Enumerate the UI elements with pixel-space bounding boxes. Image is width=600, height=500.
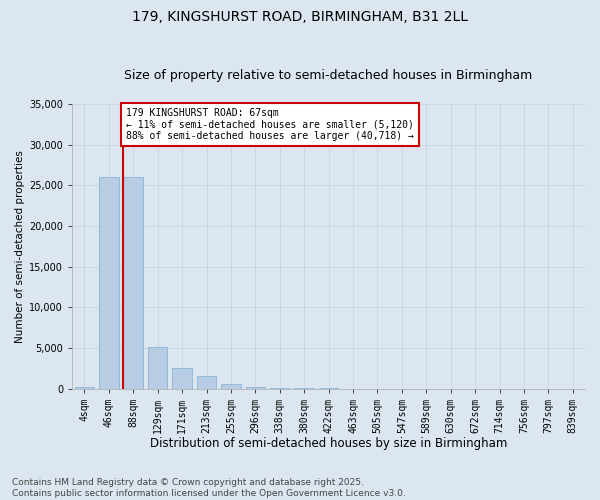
Bar — [74, 387, 94, 388]
Bar — [124, 177, 143, 388]
Bar — [221, 384, 241, 388]
Bar — [172, 368, 192, 388]
X-axis label: Distribution of semi-detached houses by size in Birmingham: Distribution of semi-detached houses by … — [150, 437, 507, 450]
Bar — [197, 376, 216, 388]
Text: 179 KINGSHURST ROAD: 67sqm
← 11% of semi-detached houses are smaller (5,120)
88%: 179 KINGSHURST ROAD: 67sqm ← 11% of semi… — [126, 108, 414, 142]
Bar — [99, 177, 119, 388]
Text: 179, KINGSHURST ROAD, BIRMINGHAM, B31 2LL: 179, KINGSHURST ROAD, BIRMINGHAM, B31 2L… — [132, 10, 468, 24]
Title: Size of property relative to semi-detached houses in Birmingham: Size of property relative to semi-detach… — [124, 69, 533, 82]
Y-axis label: Number of semi-detached properties: Number of semi-detached properties — [15, 150, 25, 342]
Text: Contains HM Land Registry data © Crown copyright and database right 2025.
Contai: Contains HM Land Registry data © Crown c… — [12, 478, 406, 498]
Bar — [148, 347, 167, 389]
